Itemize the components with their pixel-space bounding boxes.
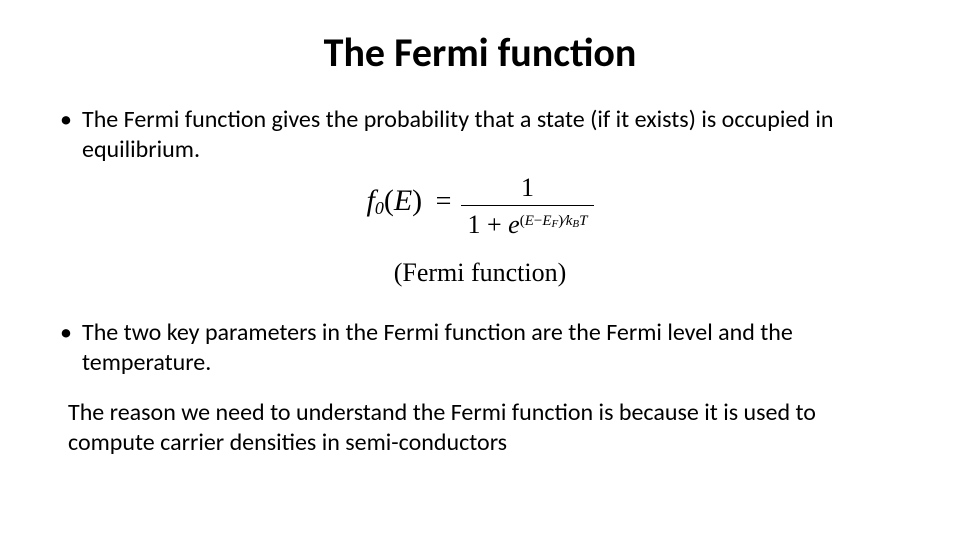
formula-numerator: 1 [461, 173, 593, 205]
slide: The Fermi function The Fermi function gi… [0, 0, 960, 540]
formula-E: E [394, 184, 412, 217]
slide-title: The Fermi function [40, 28, 920, 77]
formula-paren-open: ( [384, 184, 394, 217]
formula-denominator: 1 + e(E−EF)∕kBT [461, 205, 593, 240]
den-one-plus: 1 + [467, 210, 508, 239]
den-e: e [508, 210, 520, 239]
bullet-list-bottom: The two key parameters in the Fermi func… [60, 318, 900, 378]
fermi-function-label: (Fermi function) [40, 258, 920, 288]
formula-f: f [367, 184, 375, 217]
bullet-list-top: The Fermi function gives the probability… [60, 105, 900, 165]
fermi-formula: f0(E) = 1 1 + e(E−EF)∕kBT [40, 173, 920, 240]
den-exponent: (E−EF)∕kBT [520, 213, 588, 229]
bullet-2: The two key parameters in the Fermi func… [60, 318, 900, 378]
bullet-1: The Fermi function gives the probability… [60, 105, 900, 165]
formula-paren-close: ) [412, 184, 422, 217]
formula-equals: = [430, 186, 458, 217]
bottom-paragraph: The reason we need to understand the Fer… [68, 398, 900, 458]
formula-sub0: 0 [375, 198, 384, 218]
